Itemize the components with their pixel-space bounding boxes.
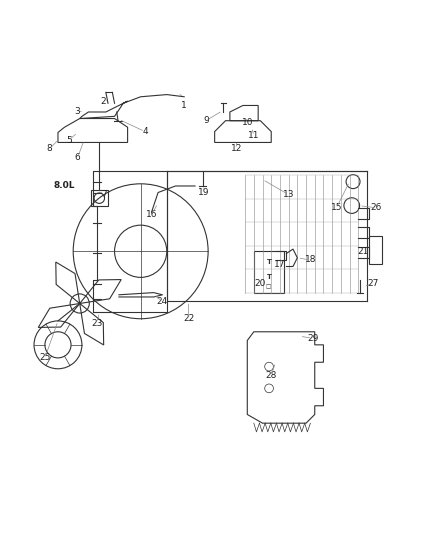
- Text: 13: 13: [283, 190, 294, 199]
- Text: 2: 2: [101, 96, 106, 106]
- Text: 6: 6: [74, 153, 81, 162]
- Text: 18: 18: [305, 255, 316, 264]
- Text: 20: 20: [254, 279, 266, 288]
- Text: 24: 24: [157, 297, 168, 306]
- Text: 19: 19: [198, 188, 209, 197]
- Text: □: □: [265, 285, 271, 289]
- Text: 21: 21: [357, 247, 368, 256]
- Text: 28: 28: [265, 371, 277, 380]
- Text: 26: 26: [370, 203, 381, 212]
- Text: 8: 8: [46, 144, 52, 154]
- Text: 17: 17: [274, 260, 286, 269]
- Text: 23: 23: [92, 319, 103, 328]
- Text: 5: 5: [66, 136, 72, 145]
- Text: 1: 1: [181, 101, 187, 110]
- Text: 7: 7: [101, 190, 106, 199]
- Text: 29: 29: [307, 334, 318, 343]
- Text: 8.0L: 8.0L: [54, 181, 75, 190]
- Text: T: T: [267, 274, 272, 280]
- Text: 10: 10: [241, 118, 253, 127]
- Text: 15: 15: [331, 203, 342, 212]
- Bar: [254, 251, 284, 293]
- Text: 11: 11: [248, 132, 260, 140]
- Text: 22: 22: [183, 314, 194, 323]
- Text: 27: 27: [368, 279, 379, 288]
- Text: 16: 16: [146, 210, 157, 219]
- Text: 4: 4: [142, 127, 148, 136]
- Bar: [91, 190, 108, 206]
- Text: T: T: [267, 259, 272, 265]
- Text: 25: 25: [39, 353, 51, 362]
- Text: 9: 9: [203, 116, 209, 125]
- Text: 3: 3: [74, 108, 81, 117]
- Text: 12: 12: [231, 144, 242, 154]
